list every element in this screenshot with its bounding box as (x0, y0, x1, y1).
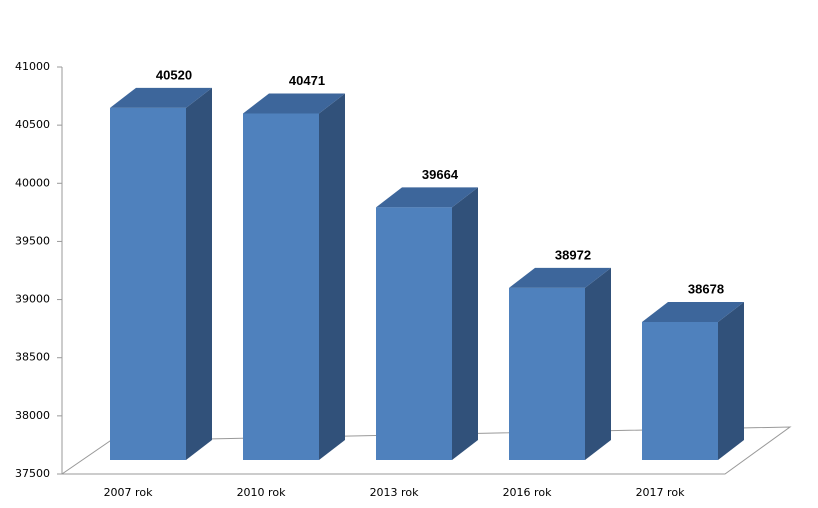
bar (642, 302, 744, 460)
bar-side (718, 302, 744, 460)
value-label: 39664 (422, 167, 459, 182)
value-label: 38678 (688, 281, 724, 296)
bar-front (509, 287, 585, 460)
y-tick-label: 37500 (15, 467, 50, 480)
y-tick-label: 40500 (15, 118, 50, 131)
x-tick-label: 2016 rok (503, 486, 553, 499)
value-label: 38972 (555, 247, 591, 262)
bar-side (186, 87, 212, 461)
bar-side (585, 267, 611, 460)
bar (243, 93, 345, 461)
y-tick-label: 40000 (15, 176, 50, 189)
bar (376, 187, 478, 460)
bar-side (452, 187, 478, 460)
y-tick-label: 39000 (15, 293, 50, 306)
bar-top (509, 267, 611, 288)
bar-top (376, 187, 478, 208)
y-tick-label: 39500 (15, 234, 50, 247)
x-tick-label: 2017 rok (636, 486, 686, 499)
value-label: 40471 (289, 73, 325, 88)
y-tick-label: 41000 (15, 60, 50, 73)
bar-front (642, 322, 718, 460)
bar-side (319, 93, 345, 461)
y-tick-label: 38500 (15, 351, 50, 364)
x-tick-label: 2007 rok (104, 486, 154, 499)
y-tick-label: 38000 (15, 409, 50, 422)
bar-top (642, 302, 744, 323)
x-tick-label: 2010 rok (237, 486, 287, 499)
bar (110, 87, 212, 461)
bar (509, 267, 611, 460)
bar-top (243, 93, 345, 114)
bar-front (110, 107, 186, 461)
bar-front (243, 113, 319, 461)
bar-top (110, 87, 212, 108)
x-tick-label: 2013 rok (370, 486, 420, 499)
bar-front (376, 207, 452, 460)
value-label: 40520 (156, 67, 192, 82)
